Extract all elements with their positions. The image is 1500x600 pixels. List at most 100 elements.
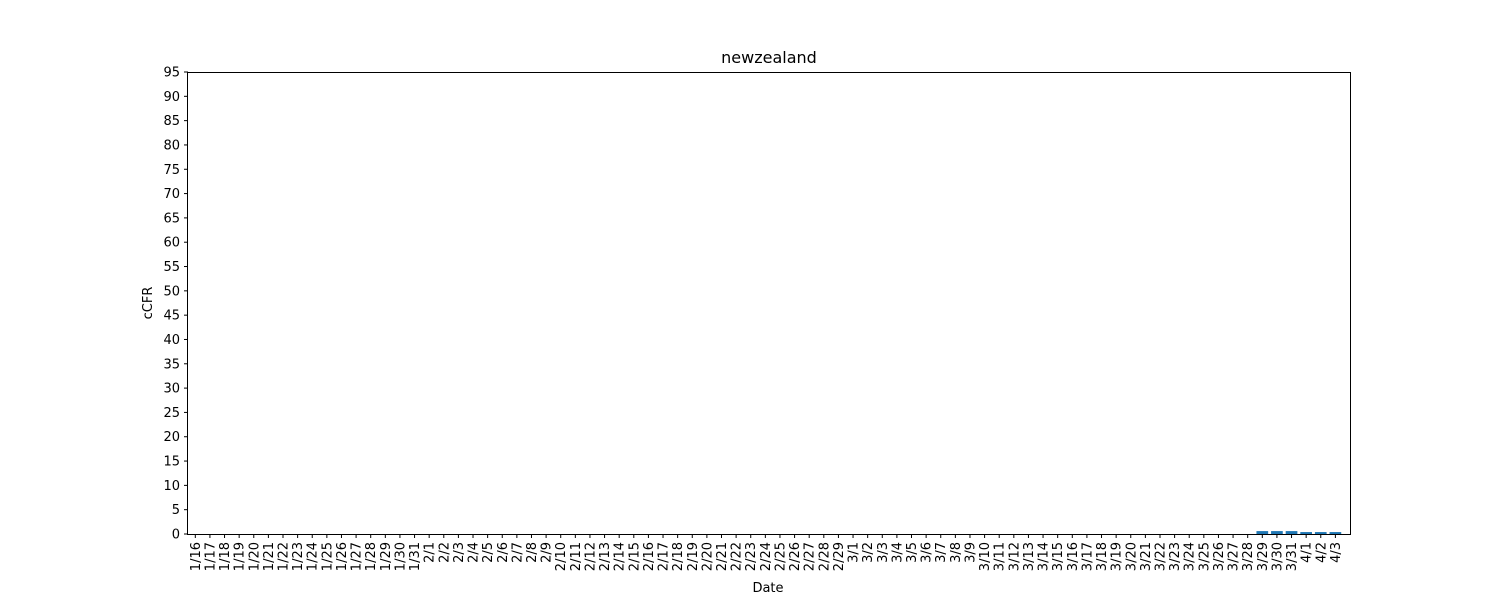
x-tick-label: 3/13 [1022, 542, 1037, 571]
x-tick-label: 2/1 [423, 542, 438, 563]
x-tick-label: 3/24 [1183, 542, 1198, 571]
x-tick-label: 1/16 [189, 542, 204, 571]
x-tick-label: 3/11 [993, 542, 1008, 571]
x-tick-label: 2/17 [657, 542, 672, 571]
x-tick-label: 4/1 [1300, 542, 1315, 563]
y-tick-label: 35 [163, 357, 180, 372]
bar [1329, 532, 1342, 534]
y-tick-label: 20 [163, 430, 180, 445]
y-tick-label: 90 [163, 90, 180, 105]
x-tick-label: 3/29 [1256, 542, 1271, 571]
x-tick-label: 2/24 [759, 542, 774, 571]
x-tick-label: 3/21 [1139, 542, 1154, 571]
bar [1256, 531, 1269, 534]
y-tick-label: 0 [172, 528, 180, 543]
y-tick-label: 80 [163, 138, 180, 153]
x-tick-label: 3/25 [1197, 542, 1212, 571]
x-tick-label: 2/9 [540, 542, 555, 563]
y-tick-label: 5 [172, 503, 180, 518]
x-tick-label: 2/15 [627, 542, 642, 571]
x-tick-label: 2/18 [671, 542, 686, 571]
bar [1300, 532, 1312, 534]
x-tick-label: 3/1 [847, 542, 862, 563]
y-tick-label: 40 [163, 333, 180, 348]
x-tick-label: 1/25 [320, 542, 335, 571]
y-axis: 0 5 10 15 20 25 30 35 40 45 50 55 60 65 70 75 80 85 90 95 [163, 66, 188, 543]
x-tick-label: 2/26 [788, 542, 803, 571]
x-tick-label: 2/29 [832, 542, 847, 571]
bars-layer [1256, 531, 1342, 534]
bar [1271, 531, 1283, 534]
y-tick-label: 65 [163, 211, 180, 226]
x-tick-label: 2/8 [525, 542, 540, 563]
x-tick-label: 1/22 [277, 542, 292, 571]
y-tick-label: 95 [163, 66, 180, 81]
x-tick-label: 2/5 [481, 542, 496, 563]
x-tick-label: 2/16 [642, 542, 657, 571]
x-tick-label: 2/2 [437, 542, 452, 563]
y-tick-label: 30 [163, 382, 180, 397]
x-tick-label: 2/25 [773, 542, 788, 571]
x-tick-label: 3/31 [1285, 542, 1300, 571]
x-tick-label: 2/12 [583, 542, 598, 571]
x-axis-title: Date [752, 581, 783, 596]
x-tick-label: 3/17 [1080, 542, 1095, 571]
x-tick-label: 1/27 [350, 542, 365, 571]
x-tick-label: 1/28 [364, 542, 379, 571]
y-axis-title: cCFR [141, 287, 156, 320]
x-tick-label: 1/24 [306, 542, 321, 571]
x-tick-label: 1/26 [335, 542, 350, 571]
x-tick-label: 2/10 [554, 542, 569, 571]
y-tick-label: 85 [163, 114, 180, 129]
x-tick-label: 3/18 [1095, 542, 1110, 571]
x-tick-label: 3/20 [1124, 542, 1139, 571]
x-tick-label: 2/6 [496, 542, 511, 563]
x-tick-label: 3/26 [1212, 542, 1227, 571]
x-tick-label: 4/2 [1314, 542, 1329, 563]
y-tick-label: 45 [163, 309, 180, 324]
chart-title: newzealand [721, 48, 817, 67]
x-tick-label: 3/6 [920, 542, 935, 563]
x-tick-label: 2/23 [744, 542, 759, 571]
x-tick-label: 1/20 [247, 542, 262, 571]
x-tick-label: 1/31 [408, 542, 423, 571]
y-tick-label: 50 [163, 284, 180, 299]
x-tick-label: 3/30 [1270, 542, 1285, 571]
x-tick-label: 2/4 [467, 542, 482, 563]
x-tick-label: 1/18 [218, 542, 233, 571]
y-tick-label: 60 [163, 236, 180, 251]
x-tick-label: 2/11 [569, 542, 584, 571]
bar [1285, 531, 1298, 534]
y-tick-label: 10 [163, 479, 180, 494]
x-tick-label: 3/8 [949, 542, 964, 563]
x-tick-label: 3/10 [978, 542, 993, 571]
x-tick-label: 2/14 [613, 542, 628, 571]
x-tick-label: 2/19 [686, 542, 701, 571]
y-tick-label: 15 [163, 455, 180, 470]
x-tick-label: 3/12 [1007, 542, 1022, 571]
x-tick-label: 3/16 [1066, 542, 1081, 571]
x-tick-label: 3/9 [963, 542, 978, 563]
x-tick-label: 3/23 [1168, 542, 1183, 571]
x-tick-label: 2/13 [598, 542, 613, 571]
x-tick-label: 3/3 [876, 542, 891, 563]
x-tick-label: 1/30 [393, 542, 408, 571]
x-tick-label: 3/22 [1153, 542, 1168, 571]
bar [1314, 532, 1327, 534]
y-tick-label: 75 [163, 163, 180, 178]
y-tick-label: 25 [163, 406, 180, 421]
x-axis: 1/16 1/17 1/18 1/19 1/20 1/21 1/22 1/23 1/24 1/25… [189, 534, 1344, 571]
x-tick-label: 1/29 [379, 542, 394, 571]
x-tick-label: 3/2 [861, 542, 876, 563]
x-tick-label: 2/3 [452, 542, 467, 563]
x-tick-label: 2/7 [510, 542, 525, 563]
x-tick-label: 1/19 [233, 542, 248, 571]
x-tick-label: 3/5 [905, 542, 920, 563]
x-tick-label: 2/28 [817, 542, 832, 571]
y-tick-label: 55 [163, 260, 180, 275]
x-tick-label: 2/22 [730, 542, 745, 571]
x-tick-label: 3/7 [934, 542, 949, 563]
x-tick-label: 2/20 [700, 542, 715, 571]
x-tick-label: 3/15 [1051, 542, 1066, 571]
